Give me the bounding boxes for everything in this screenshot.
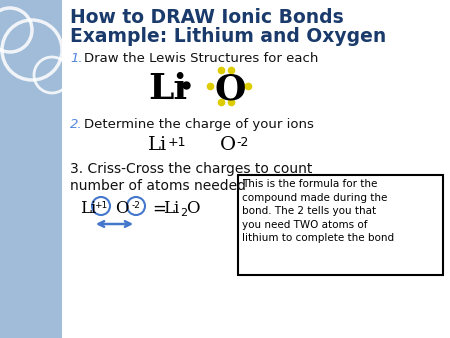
Text: =: = (152, 200, 166, 218)
Text: 1.: 1. (70, 52, 83, 65)
Text: O: O (215, 72, 247, 106)
Text: This is the formula for the
compound made during the
bond. The 2 tells you that
: This is the formula for the compound mad… (242, 179, 394, 243)
Text: 2: 2 (180, 208, 187, 218)
Text: Li: Li (148, 136, 167, 154)
Text: Example: Lithium and Oxygen: Example: Lithium and Oxygen (70, 27, 386, 46)
Text: O: O (220, 136, 236, 154)
Text: -2: -2 (131, 201, 140, 211)
Text: Determine the charge of your ions: Determine the charge of your ions (84, 118, 314, 131)
Text: Li: Li (80, 200, 96, 217)
Text: +1: +1 (94, 201, 108, 211)
Text: Draw the Lewis Structures for each: Draw the Lewis Structures for each (84, 52, 319, 65)
Text: 3. Criss-Cross the charges to count: 3. Criss-Cross the charges to count (70, 162, 312, 176)
Text: number of atoms needed: number of atoms needed (70, 179, 246, 193)
FancyBboxPatch shape (238, 175, 443, 275)
Text: Li: Li (163, 200, 179, 217)
Text: 2.: 2. (70, 118, 83, 131)
Text: -2: -2 (236, 136, 248, 149)
Text: +1: +1 (168, 136, 186, 149)
Text: How to DRAW Ionic Bonds: How to DRAW Ionic Bonds (70, 8, 344, 27)
Text: Li: Li (148, 72, 187, 106)
Text: O: O (186, 200, 199, 217)
Bar (0, 0, 62, 338)
Text: O: O (115, 200, 129, 217)
